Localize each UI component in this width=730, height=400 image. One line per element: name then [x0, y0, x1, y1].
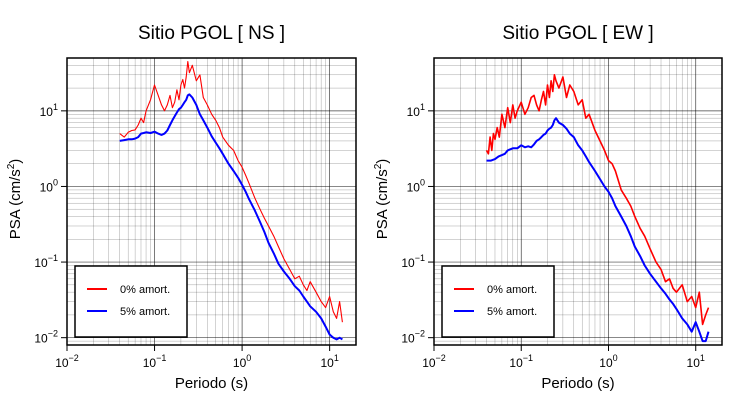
x-tick-label: 10−1 [509, 353, 533, 370]
series-lines [119, 60, 343, 341]
y-tick-label: 100 [40, 177, 58, 194]
x-tick-label: 10−2 [422, 353, 446, 370]
series-line-0pct [485, 74, 710, 326]
x-tick-label: 100 [233, 353, 251, 370]
x-tick-label: 101 [687, 353, 705, 370]
y-axis-label: PSA (cm/s2) [373, 159, 391, 240]
chart-panel-ew: Sitio PGOL [ EW ] Periodo (s) PSA (cm/s2… [373, 23, 723, 392]
y-tick-label: 10−1 [34, 253, 58, 270]
chart-title: Sitio PGOL [ EW ] [502, 23, 653, 44]
legend: 0% amort. 5% amort. [441, 265, 555, 338]
x-tick-label: 10−1 [143, 353, 167, 370]
y-tick-label: 101 [40, 102, 58, 119]
y-tick-label: 10−2 [401, 329, 425, 346]
series-line-0pct [119, 60, 343, 323]
legend-label: 5% amort. [120, 306, 170, 318]
x-axis-label: Periodo (s) [175, 375, 248, 392]
y-tick-label: 100 [407, 177, 425, 194]
legend: 0% amort. 5% amort. [74, 265, 188, 338]
x-tick-label: 10−2 [55, 353, 79, 370]
x-tick-label: 101 [320, 353, 338, 370]
plot-frame [433, 57, 723, 346]
y-axis-label: PSA (cm/s2) [6, 159, 24, 240]
series-line-5pct [486, 117, 710, 343]
y-tick-label: 101 [407, 102, 425, 119]
legend-label: 0% amort. [120, 284, 170, 296]
x-tick-label: 100 [599, 353, 617, 370]
legend-label: 5% amort. [487, 306, 537, 318]
y-tick-label: 10−2 [34, 329, 58, 346]
plot-frame [66, 57, 357, 346]
chart-panel-ns: Sitio PGOL [ NS ] Periodo (s) PSA (cm/s2… [6, 23, 357, 392]
x-axis-label: Periodo (s) [541, 375, 614, 392]
legend-box [74, 265, 188, 338]
chart-title: Sitio PGOL [ NS ] [138, 23, 285, 44]
series-line-5pct [119, 93, 343, 341]
legend-label: 0% amort. [487, 284, 537, 296]
series-lines [485, 74, 710, 343]
y-tick-label: 10−1 [401, 253, 425, 270]
legend-box [441, 265, 555, 338]
